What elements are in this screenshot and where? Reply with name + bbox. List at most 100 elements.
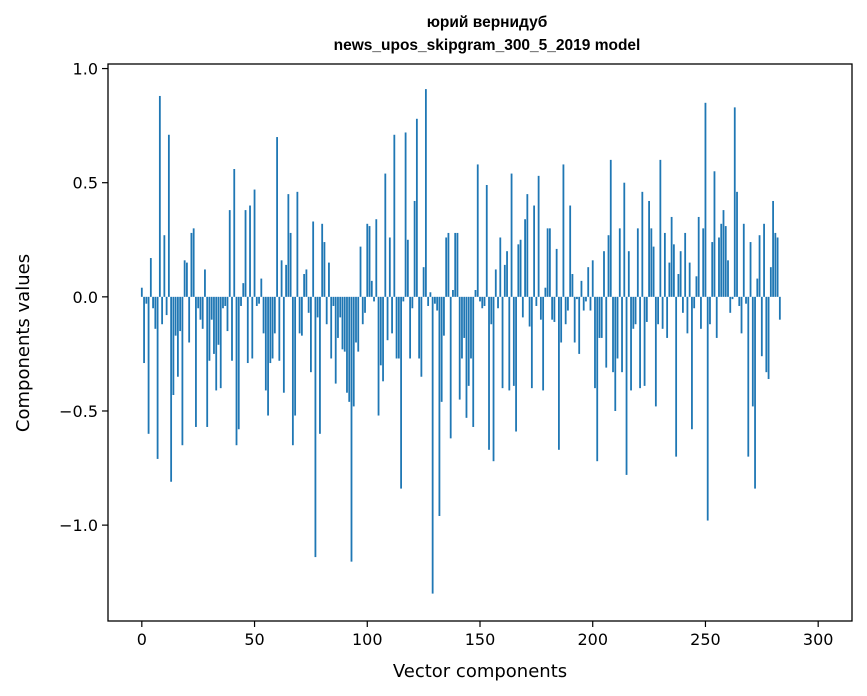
- bar-25: [197, 296, 200, 309]
- bar-199: [589, 296, 592, 311]
- bar-48: [249, 205, 251, 297]
- bar-209: [612, 296, 614, 373]
- bar-120: [411, 296, 414, 309]
- bar-150: [479, 296, 481, 302]
- bar-148: [474, 290, 477, 297]
- bar-78: [316, 296, 319, 318]
- bar-96: [357, 296, 360, 352]
- bar-267: [742, 223, 745, 297]
- bar-24: [195, 296, 197, 427]
- bar-170: [524, 219, 526, 297]
- bar-145: [467, 296, 470, 386]
- bar-175: [535, 296, 538, 306]
- bar-31: [210, 296, 213, 320]
- bar-266: [740, 296, 743, 334]
- bar-219: [634, 296, 637, 325]
- bar-112: [393, 134, 396, 297]
- bar-171: [526, 194, 529, 297]
- bar-22: [190, 232, 193, 297]
- bar-80: [321, 223, 324, 297]
- bar-132: [438, 296, 441, 516]
- bar-254: [713, 171, 716, 297]
- bar-245: [693, 296, 696, 309]
- bar-63: [282, 296, 285, 393]
- bar-278: [767, 296, 770, 380]
- bar-0: [140, 287, 143, 297]
- bar-159: [499, 237, 502, 297]
- x-tick-label-200: 200: [577, 630, 608, 649]
- bar-259: [724, 226, 727, 297]
- bar-4: [149, 258, 152, 297]
- x-tick-label-300: 300: [803, 630, 834, 649]
- bar-122: [415, 118, 418, 297]
- bar-277: [765, 296, 768, 373]
- bar-258: [722, 210, 725, 297]
- bar-213: [621, 296, 623, 373]
- bar-173: [530, 296, 533, 389]
- bar-222: [641, 191, 644, 297]
- bar-262: [731, 296, 734, 300]
- bar-189: [567, 296, 569, 311]
- bar-223: [643, 296, 646, 386]
- bar-242: [686, 296, 689, 334]
- bar-9: [161, 296, 164, 325]
- bar-226: [650, 228, 653, 297]
- bar-55: [264, 296, 267, 391]
- bar-35: [219, 296, 222, 389]
- bar-126: [424, 89, 427, 297]
- bar-163: [508, 296, 511, 391]
- bar-281: [774, 232, 777, 297]
- bar-252: [709, 296, 711, 325]
- bar-18: [181, 296, 184, 446]
- y-tick-label-4: 1.0: [73, 60, 98, 79]
- bar-183: [553, 296, 556, 322]
- bar-236: [672, 244, 675, 297]
- bar-93: [350, 296, 353, 562]
- bar-142: [461, 296, 463, 359]
- bar-43: [237, 296, 240, 430]
- bar-39: [228, 210, 231, 297]
- bar-53: [260, 278, 263, 297]
- bar-69: [296, 191, 299, 297]
- bar-172: [528, 296, 531, 327]
- bar-130: [434, 296, 436, 304]
- x-tick-label-250: 250: [690, 630, 721, 649]
- bar-136: [447, 232, 450, 297]
- bar-19: [183, 260, 186, 297]
- bar-104: [375, 219, 378, 297]
- bar-60: [276, 137, 278, 297]
- bar-1: [143, 296, 145, 364]
- bar-140: [456, 232, 459, 297]
- bar-13: [170, 296, 173, 482]
- bar-124: [420, 296, 423, 377]
- bar-37: [224, 296, 227, 306]
- bar-237: [675, 296, 678, 457]
- x-tick-label-0: 0: [137, 630, 147, 649]
- bar-54: [262, 296, 265, 334]
- bar-203: [598, 296, 601, 338]
- bar-235: [670, 216, 673, 297]
- bar-81: [323, 242, 326, 297]
- bar-137: [449, 296, 452, 439]
- bar-246: [695, 276, 698, 297]
- bar-195: [580, 280, 583, 297]
- bar-181: [548, 228, 551, 297]
- bar-129: [431, 296, 434, 594]
- bar-250: [704, 102, 707, 297]
- bar-118: [406, 239, 409, 297]
- bar-90: [343, 296, 346, 352]
- bar-233: [666, 296, 669, 338]
- bar-14: [172, 296, 175, 395]
- bar-61: [278, 296, 281, 361]
- bar-280: [772, 200, 774, 297]
- bar-44: [240, 296, 242, 306]
- bar-152: [483, 296, 486, 306]
- bar-65: [287, 194, 290, 297]
- bar-167: [517, 244, 520, 297]
- bar-34: [217, 296, 220, 345]
- bar-261: [729, 296, 732, 313]
- bar-121: [413, 200, 416, 297]
- bar-51: [255, 296, 258, 306]
- bar-220: [636, 228, 639, 297]
